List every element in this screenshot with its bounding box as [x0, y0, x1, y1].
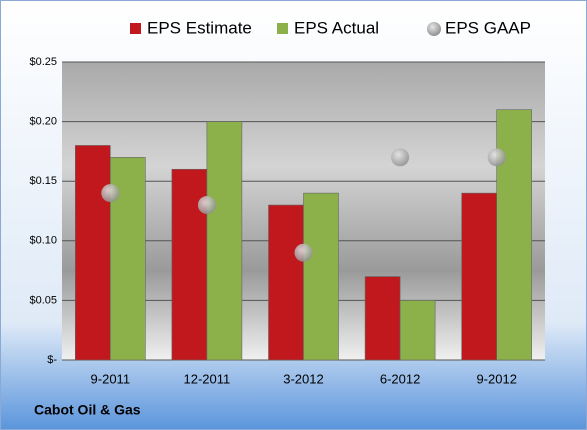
legend-marker: [130, 23, 141, 34]
y-tick-label: $0.10: [29, 235, 57, 247]
x-tick-label: 9-2012: [476, 371, 516, 386]
y-tick-label: $0.20: [29, 116, 57, 128]
gaap-marker: [294, 243, 313, 262]
y-tick-label: $-: [47, 354, 57, 366]
x-tick-label: 9-2011: [91, 371, 131, 386]
gaap-marker: [391, 148, 410, 167]
legend-label: EPS GAAP: [445, 18, 531, 37]
x-tick-label: 6-2012: [380, 371, 420, 386]
gaap-marker: [197, 196, 216, 215]
bar: [303, 192, 339, 361]
bar: [268, 204, 304, 361]
legend-marker: [427, 22, 441, 36]
legend-marker: [277, 23, 288, 34]
gaap-marker: [487, 148, 506, 167]
company-label: Cabot Oil & Gas: [34, 402, 141, 418]
x-tick-label: 3-2012: [283, 371, 323, 386]
y-tick-label: $0.25: [29, 56, 57, 68]
bar: [364, 276, 401, 361]
legend-label: EPS Actual: [294, 18, 379, 37]
bar: [461, 192, 498, 361]
y-tick-label: $0.15: [29, 175, 57, 187]
legend-label: EPS Estimate: [147, 18, 252, 37]
bar: [206, 121, 243, 361]
gaap-marker: [101, 184, 120, 203]
x-tick-label: 12-2011: [184, 371, 231, 386]
bar: [496, 109, 533, 361]
y-tick-label: $0.05: [29, 294, 57, 306]
bar: [75, 145, 111, 361]
bar: [399, 300, 436, 361]
